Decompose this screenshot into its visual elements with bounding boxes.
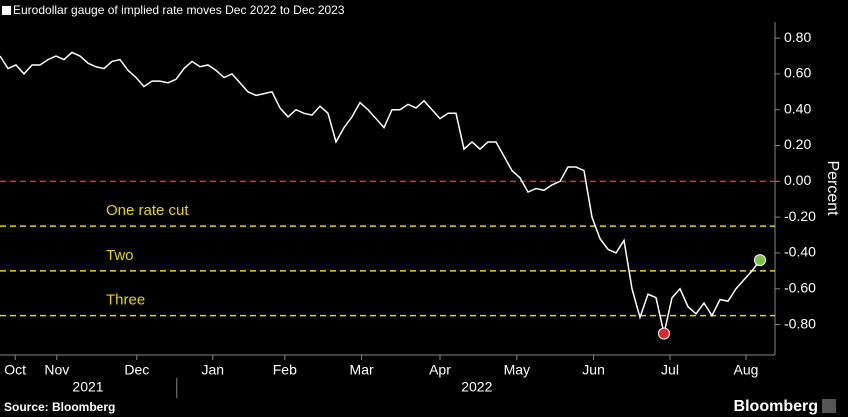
year-label: 2021 xyxy=(72,379,103,395)
x-tick-label: Apr xyxy=(429,362,451,378)
x-tick-label: Mar xyxy=(350,362,374,378)
source: Source: Bloomberg xyxy=(4,400,115,414)
y-tick-label: -0.80 xyxy=(784,315,816,331)
min-marker xyxy=(658,327,670,340)
y-tick-label: 0.20 xyxy=(784,136,811,152)
x-tick-label: Nov xyxy=(44,362,69,378)
brand: Bloomberg xyxy=(734,398,818,415)
y-tick-label: -0.60 xyxy=(784,279,816,295)
title-square xyxy=(2,6,11,15)
y-tick-label: 0.00 xyxy=(784,172,811,188)
last-marker xyxy=(754,254,766,267)
year-label: 2022 xyxy=(461,379,492,395)
y-tick-label: -0.40 xyxy=(784,244,816,260)
x-tick-label: Feb xyxy=(273,362,297,378)
x-tick-label: Aug xyxy=(734,362,759,378)
y-tick-label: 0.80 xyxy=(784,29,811,45)
x-tick-label: Jun xyxy=(582,362,605,378)
reference-label: One rate cut xyxy=(106,202,189,219)
reference-label: Three xyxy=(106,292,145,309)
chart-title: Eurodollar gauge of implied rate moves D… xyxy=(13,3,345,17)
x-tick-label: Oct xyxy=(4,362,26,378)
y-tick-label: 0.60 xyxy=(784,65,811,81)
brand-icon xyxy=(822,399,836,413)
y-tick-label: 0.40 xyxy=(784,100,811,116)
line-series xyxy=(0,51,761,334)
y-tick-label: -0.20 xyxy=(784,208,816,224)
reference-label: Two xyxy=(106,247,134,264)
x-tick-label: Dec xyxy=(124,362,149,378)
x-tick-label: Jan xyxy=(202,362,225,378)
y-axis-label: Percent xyxy=(824,160,841,216)
x-tick-label: Jul xyxy=(661,362,679,378)
x-tick-label: May xyxy=(504,362,530,378)
